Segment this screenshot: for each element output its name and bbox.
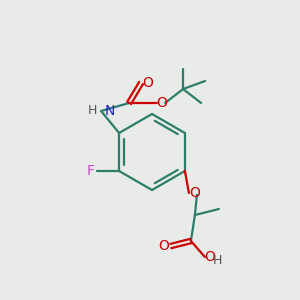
Text: O: O bbox=[190, 186, 200, 200]
Text: N: N bbox=[105, 104, 116, 118]
Text: O: O bbox=[157, 96, 167, 110]
Text: O: O bbox=[205, 250, 215, 264]
Text: H: H bbox=[213, 254, 223, 268]
Text: H: H bbox=[88, 104, 97, 118]
Text: F: F bbox=[87, 164, 95, 178]
Text: O: O bbox=[143, 76, 154, 90]
Text: O: O bbox=[158, 239, 169, 253]
